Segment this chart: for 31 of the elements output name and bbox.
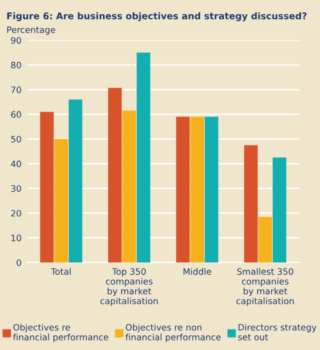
bar: [244, 145, 258, 262]
y-tick-label: 40: [10, 160, 22, 168]
legend-label: Directors strategy set out: [238, 324, 316, 340]
x-tick-label: Top 350 companies by market capitalisation: [100, 268, 158, 306]
legend-label: Objectives re financial performance: [13, 324, 108, 342]
y-tick-label: 30: [11, 185, 22, 192]
y-tick-label: 20: [11, 210, 22, 217]
y-tick-label: 50: [11, 136, 22, 142]
y-tick-label: 0: [16, 259, 22, 266]
bar: [108, 88, 122, 262]
y-tick-label: 70: [11, 86, 22, 94]
y-tick-label: 80: [11, 62, 22, 68]
bar: [122, 110, 136, 262]
bar: [54, 139, 68, 262]
bar: [258, 216, 272, 262]
x-tick-label: Total: [50, 268, 71, 275]
bar: [190, 116, 204, 262]
legend-label: Objectives re non financial performance: [126, 324, 221, 342]
bar: [176, 116, 190, 262]
bar: [136, 52, 150, 262]
bar: [272, 158, 286, 262]
chart-title: Figure 6: Are business objectives and strategy discussed?: [7, 12, 306, 22]
y-tick-label: 60: [11, 111, 22, 118]
y-tick-label: 10: [11, 234, 22, 242]
y-axis-title: Percentage: [7, 26, 56, 35]
bar: [204, 116, 218, 262]
x-tick-label: Smallest 350 companies by market capitalisation: [236, 268, 294, 306]
x-tick-label: Middle: [184, 268, 212, 275]
bar: [40, 112, 54, 262]
y-tick-label: 90: [11, 37, 22, 44]
bar: [68, 100, 82, 262]
